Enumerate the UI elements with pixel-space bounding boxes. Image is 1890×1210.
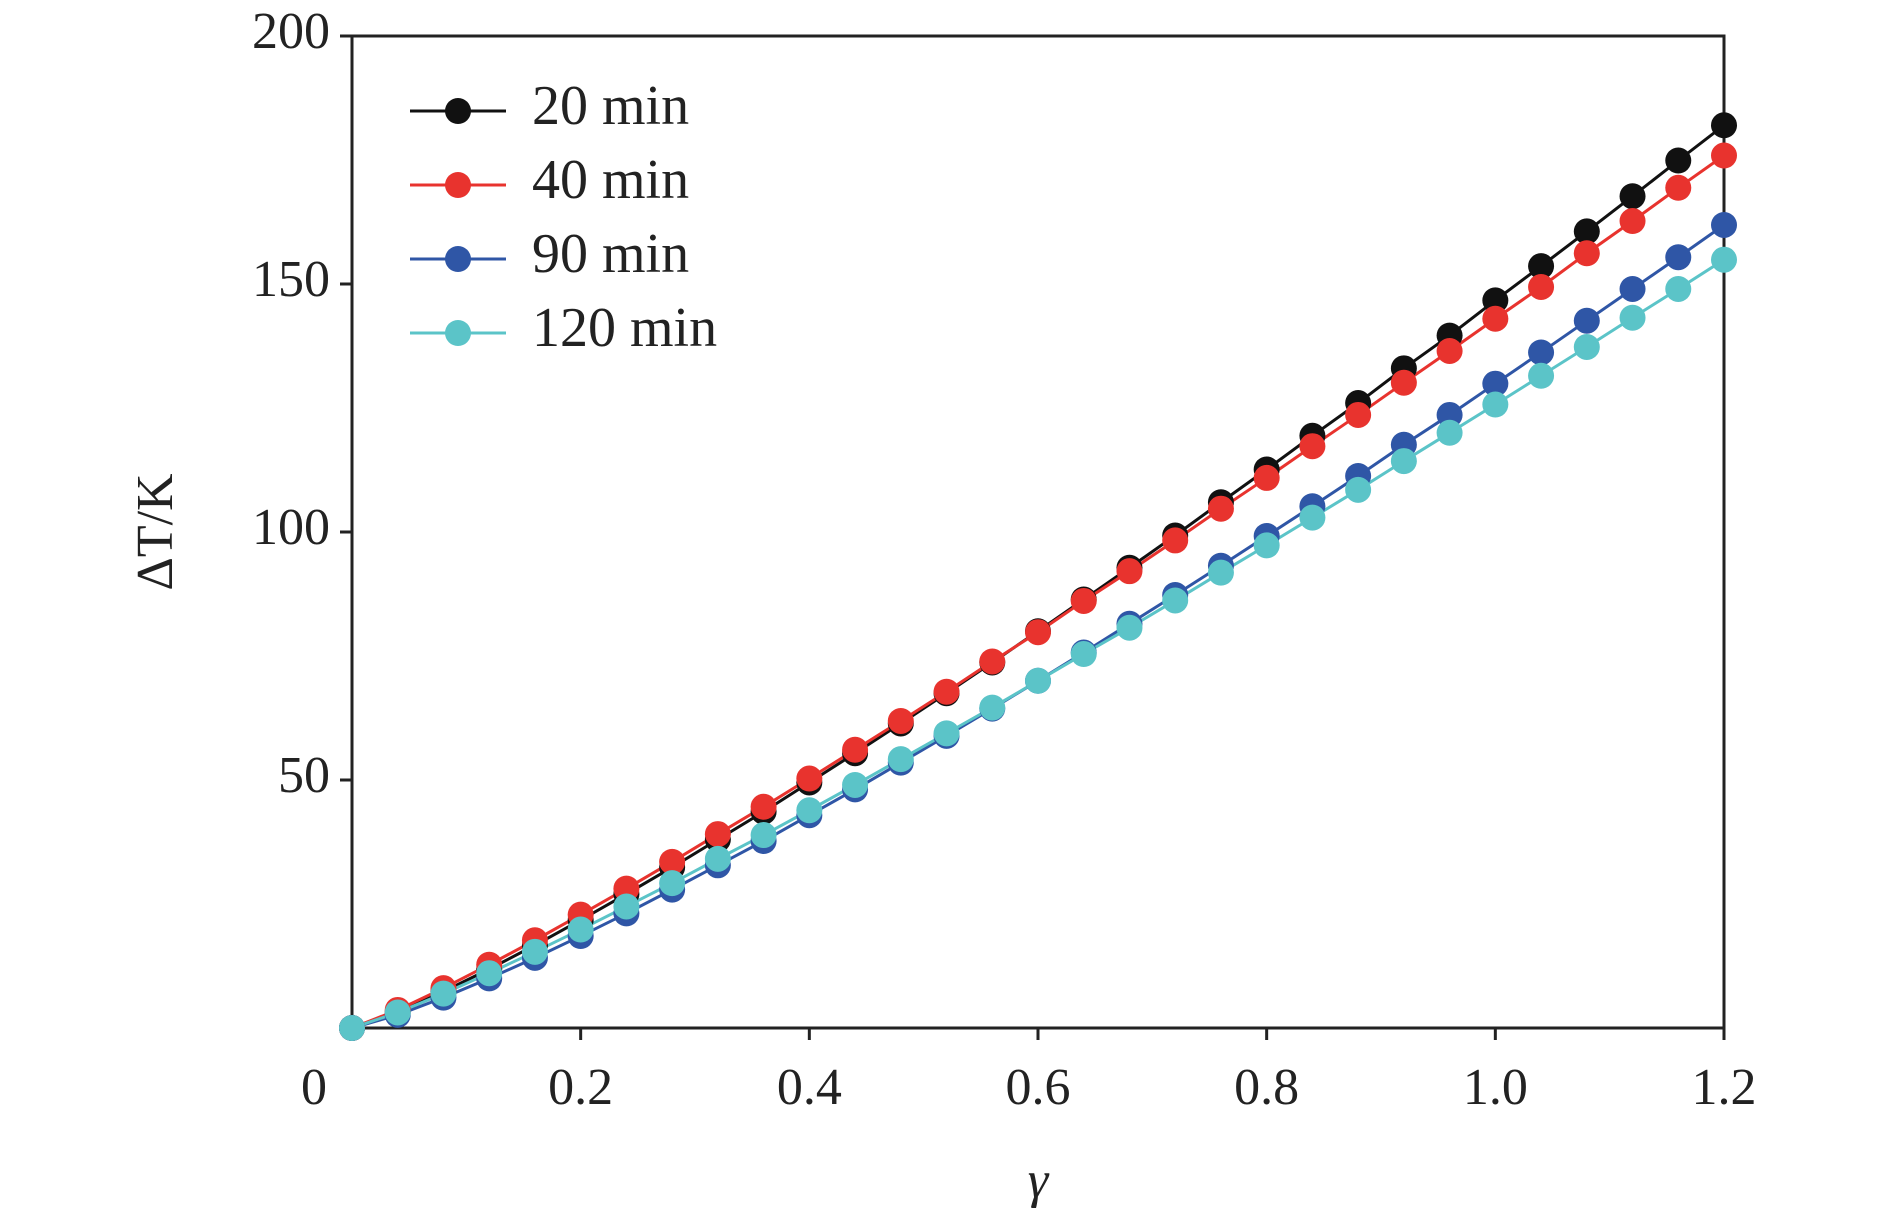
marker [521,938,548,965]
marker [1573,333,1600,360]
marker [1025,667,1051,694]
marker [1436,337,1463,364]
marker [750,822,777,849]
marker [1253,532,1280,559]
x-tick-label: 1.0 [1463,1059,1528,1116]
legend-label: 90 min [532,223,689,285]
marker [1528,253,1555,280]
marker [1207,559,1234,586]
y-tick-label: 50 [278,747,330,804]
marker [567,916,594,943]
marker [933,678,960,705]
marker [1116,558,1143,585]
marker [842,771,869,798]
marker [750,793,777,820]
x-tick-label: 0.8 [1234,1059,1299,1116]
marker [796,765,823,792]
marker [1482,370,1509,397]
marker [1619,304,1646,331]
x-tick-label: 0 [301,1059,327,1116]
marker [384,999,411,1026]
marker [430,980,457,1007]
marker [1390,369,1417,396]
legend-label: 20 min [532,75,689,137]
marker [1482,391,1509,418]
marker [887,707,914,734]
x-tick-label: 0.2 [548,1059,613,1116]
marker [704,821,731,848]
marker [979,648,1006,675]
marker [887,746,914,773]
marker [1573,240,1600,267]
marker [1711,211,1737,238]
marker [613,875,640,902]
marker [1528,362,1555,389]
legend-label: 120 min [532,297,717,359]
x-tick-label: 0.4 [777,1059,842,1116]
marker [659,870,686,897]
marker [1528,339,1555,366]
marker [1299,433,1326,460]
marker [1162,587,1189,614]
marker [1436,419,1463,446]
y-tick-label: 200 [252,3,330,60]
legend-marker [445,172,471,198]
marker [933,720,960,747]
marker [1345,476,1372,503]
marker [1619,275,1646,302]
marker [1436,401,1463,428]
series-line [351,154,1725,1030]
marker [1207,495,1234,522]
marker [1299,504,1326,531]
marker [1345,401,1372,428]
marker [1665,275,1692,302]
marker [1070,587,1097,614]
marker [704,845,731,872]
marker [1253,464,1280,491]
marker [1665,174,1692,201]
legend-marker [445,246,471,272]
x-tick-label: 0.6 [1006,1059,1071,1116]
marker [1482,287,1509,314]
marker [1711,112,1737,139]
marker [796,797,823,824]
marker [1162,527,1189,554]
legend-marker [445,320,471,346]
y-axis-label: ΔT/K [127,473,184,591]
x-tick-label: 1.2 [1692,1059,1757,1116]
marker [339,1015,365,1041]
marker [476,960,503,987]
marker [1665,244,1692,271]
marker [1619,208,1646,235]
x-axis-label: γ [1028,1152,1050,1209]
marker [1070,641,1097,668]
marker [1390,448,1417,475]
marker [1573,218,1600,245]
marker [1619,183,1646,210]
marker [1711,246,1737,273]
marker [659,848,686,875]
y-tick-label: 150 [252,251,330,308]
marker [1573,307,1600,334]
marker [1711,142,1737,169]
marker [842,736,869,763]
marker [1025,619,1051,646]
legend-label: 40 min [532,149,689,211]
marker [613,893,640,920]
marker [1116,614,1143,641]
marker [1482,305,1509,332]
marker [979,694,1006,721]
marker [1665,147,1692,174]
marker [1528,273,1555,300]
y-tick-label: 100 [252,499,330,556]
legend-marker [445,98,471,124]
